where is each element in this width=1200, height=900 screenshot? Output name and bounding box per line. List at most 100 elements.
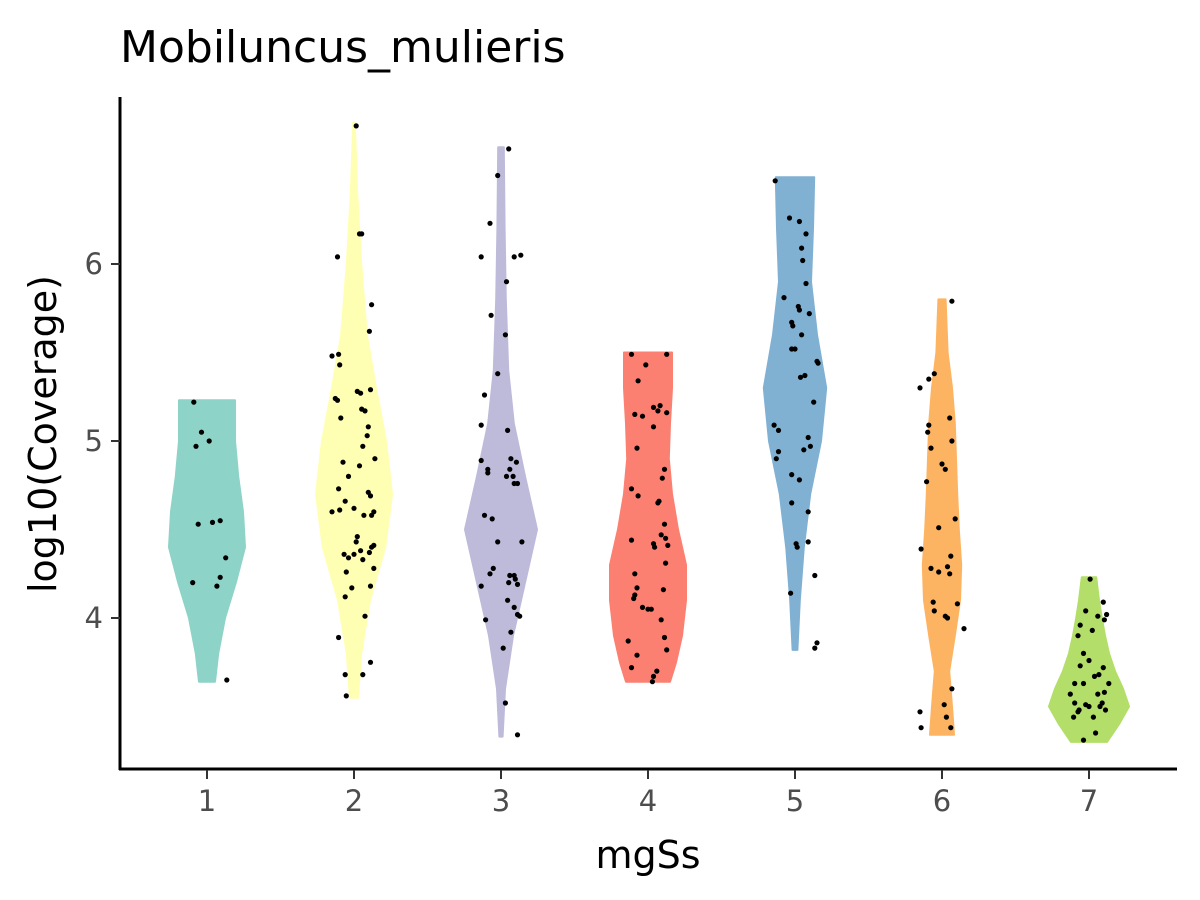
data-point <box>1090 714 1096 720</box>
data-point <box>918 725 924 731</box>
data-point <box>812 645 818 651</box>
data-point <box>507 466 513 472</box>
data-point <box>632 411 638 417</box>
data-point <box>1080 650 1087 657</box>
data-point <box>802 372 808 379</box>
data-point <box>812 572 818 579</box>
data-point <box>628 486 635 492</box>
data-point <box>788 590 794 596</box>
data-point <box>487 571 493 577</box>
data-point <box>1100 665 1106 671</box>
x-tick-label: 3 <box>492 784 510 818</box>
data-point <box>628 351 635 357</box>
data-point <box>664 351 670 357</box>
data-point <box>336 634 342 641</box>
data-point <box>1077 622 1083 628</box>
data-point <box>631 595 637 602</box>
data-point <box>505 597 511 603</box>
data-point <box>485 466 491 472</box>
data-point <box>917 709 923 715</box>
data-point <box>949 686 955 692</box>
data-point <box>928 565 934 572</box>
data-point <box>663 535 669 541</box>
x-tick-label: 7 <box>1080 784 1098 818</box>
x-tick-layer: 1 2 3 4 5 6 7 <box>198 770 1098 818</box>
data-point <box>961 626 967 632</box>
data-point <box>193 443 199 449</box>
data-point <box>805 434 811 441</box>
data-point <box>936 569 942 575</box>
data-point <box>925 429 931 435</box>
x-tick-label: 1 <box>198 784 216 818</box>
data-point <box>510 473 516 479</box>
data-point <box>364 433 370 439</box>
data-point <box>1071 714 1077 720</box>
data-point <box>485 470 491 476</box>
data-point <box>948 553 954 559</box>
data-point <box>655 500 661 506</box>
data-point <box>815 360 821 366</box>
data-point <box>223 555 229 561</box>
data-point <box>224 677 230 683</box>
data-point <box>483 617 489 623</box>
data-point <box>789 346 795 352</box>
data-point <box>659 475 665 481</box>
data-point <box>334 254 341 260</box>
data-point <box>949 298 955 304</box>
data-point <box>942 613 948 619</box>
data-point <box>481 512 488 518</box>
data-point <box>367 583 374 589</box>
data-point <box>353 123 359 129</box>
data-point <box>917 385 923 391</box>
data-point <box>366 328 372 334</box>
data-point <box>654 668 660 674</box>
data-point <box>360 443 366 449</box>
data-point <box>512 576 518 582</box>
violin-6 <box>921 298 963 736</box>
x-tick-label: 6 <box>933 784 951 818</box>
data-point <box>336 351 342 357</box>
data-point <box>947 415 953 421</box>
data-point <box>337 362 343 368</box>
data-point <box>366 549 372 556</box>
data-point <box>514 581 521 588</box>
data-point <box>1104 611 1110 618</box>
data-point <box>495 539 501 545</box>
data-point <box>634 652 640 658</box>
data-point <box>342 672 348 678</box>
data-point <box>789 472 795 478</box>
data-point <box>500 645 506 651</box>
x-tick-label: 5 <box>786 784 804 818</box>
data-point <box>360 672 366 678</box>
jitter-point-layer <box>190 123 1112 743</box>
data-point <box>342 594 348 600</box>
violin-1 <box>168 399 246 683</box>
data-point <box>517 613 523 619</box>
data-point <box>655 408 661 414</box>
data-point <box>805 509 811 515</box>
data-point <box>1100 599 1106 605</box>
data-point <box>660 587 667 593</box>
data-point <box>191 399 197 405</box>
data-point <box>634 585 640 591</box>
y-tick-layer: 4 5 6 <box>85 247 120 635</box>
data-point <box>1086 657 1092 664</box>
data-point <box>625 638 631 644</box>
chart-title: Mobiluncus_mulieris <box>120 22 566 73</box>
data-point <box>495 172 501 179</box>
data-point <box>362 408 368 414</box>
data-point <box>1102 707 1109 713</box>
data-point <box>661 634 668 641</box>
data-point <box>505 427 511 433</box>
data-point <box>664 410 670 416</box>
data-point <box>341 551 347 557</box>
data-point <box>797 374 804 380</box>
data-point <box>502 332 508 338</box>
x-axis-title: mgSs <box>595 833 700 877</box>
data-point <box>801 447 807 453</box>
data-point <box>639 604 646 611</box>
data-point <box>805 539 811 545</box>
data-point <box>1099 700 1105 706</box>
data-point <box>664 647 670 653</box>
data-point <box>643 362 649 368</box>
